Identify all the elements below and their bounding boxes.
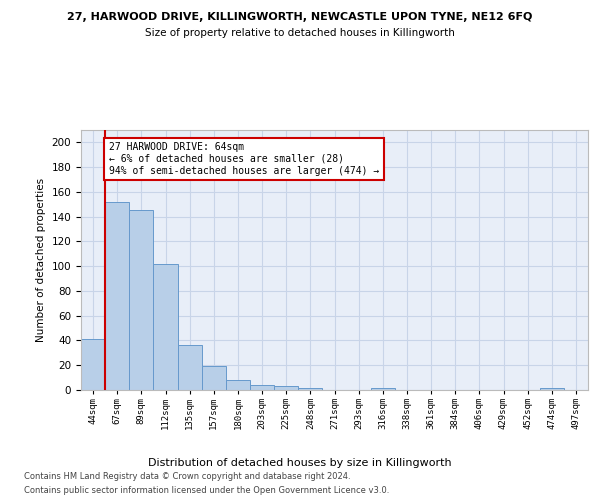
Bar <box>154 264 178 390</box>
Y-axis label: Number of detached properties: Number of detached properties <box>36 178 46 342</box>
Bar <box>105 202 129 390</box>
Text: Contains public sector information licensed under the Open Government Licence v3: Contains public sector information licen… <box>24 486 389 495</box>
Bar <box>129 210 154 390</box>
Bar <box>298 388 322 390</box>
Text: Size of property relative to detached houses in Killingworth: Size of property relative to detached ho… <box>145 28 455 38</box>
Text: Distribution of detached houses by size in Killingworth: Distribution of detached houses by size … <box>148 458 452 468</box>
Bar <box>226 380 250 390</box>
Bar <box>202 366 226 390</box>
Bar <box>250 385 274 390</box>
Text: Contains HM Land Registry data © Crown copyright and database right 2024.: Contains HM Land Registry data © Crown c… <box>24 472 350 481</box>
Bar <box>274 386 298 390</box>
Text: 27, HARWOOD DRIVE, KILLINGWORTH, NEWCASTLE UPON TYNE, NE12 6FQ: 27, HARWOOD DRIVE, KILLINGWORTH, NEWCAST… <box>67 12 533 22</box>
Bar <box>81 339 105 390</box>
Bar <box>178 346 202 390</box>
Bar <box>540 388 564 390</box>
Text: 27 HARWOOD DRIVE: 64sqm
← 6% of detached houses are smaller (28)
94% of semi-det: 27 HARWOOD DRIVE: 64sqm ← 6% of detached… <box>109 142 379 176</box>
Bar <box>371 388 395 390</box>
